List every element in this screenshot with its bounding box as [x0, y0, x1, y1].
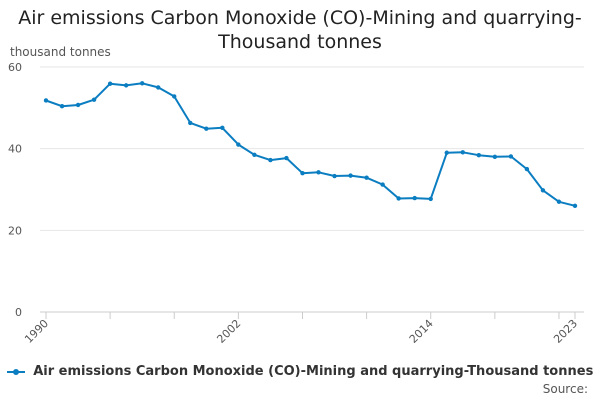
- data-point: [204, 126, 209, 131]
- data-point: [332, 173, 337, 179]
- data-point: [91, 97, 97, 102]
- data-point: [123, 83, 129, 88]
- data-point: [396, 196, 401, 201]
- data-point: [348, 173, 353, 178]
- data-point: [220, 125, 225, 131]
- data-point: [444, 150, 449, 155]
- data-point: [476, 153, 482, 158]
- data-point: [75, 102, 81, 108]
- data-point: [412, 195, 417, 201]
- data-point: [460, 150, 465, 155]
- data-point: [59, 104, 65, 109]
- data-point: [43, 98, 49, 103]
- data-point: [364, 175, 369, 180]
- y-unit-label: thousand tonnes: [10, 45, 111, 59]
- data-point: [139, 81, 145, 86]
- data-point: [428, 196, 433, 202]
- source-label[interactable]: Source:: [542, 382, 588, 396]
- y-tick-label: 60: [8, 61, 22, 74]
- data-point: [316, 170, 321, 175]
- data-point: [252, 152, 257, 157]
- x-tick-label: 2014: [407, 317, 436, 346]
- data-point: [284, 155, 289, 161]
- legend-swatch: [6, 368, 25, 375]
- data-point: [172, 94, 177, 99]
- legend[interactable]: Air emissions Carbon Monoxide (CO)-Minin…: [0, 364, 600, 379]
- data-point: [236, 142, 241, 147]
- legend-label: Air emissions Carbon Monoxide (CO)-Minin…: [33, 364, 594, 379]
- y-tick-label: 40: [8, 143, 22, 156]
- data-point: [524, 166, 530, 172]
- data-point: [300, 170, 305, 176]
- y-tick-label: 20: [8, 224, 22, 237]
- data-point: [572, 203, 578, 209]
- data-point: [268, 157, 273, 163]
- data-point: [380, 182, 385, 187]
- data-point: [492, 154, 498, 160]
- chart-title: Air emissions Carbon Monoxide (CO)-Minin…: [18, 7, 582, 53]
- data-point: [188, 120, 193, 126]
- data-point: [508, 154, 514, 159]
- data-point: [556, 199, 562, 204]
- x-tick-label: 2023: [551, 317, 580, 346]
- data-point: [156, 85, 161, 90]
- data-point: [540, 188, 546, 193]
- x-tick-label: 1990: [22, 317, 51, 346]
- data-point: [107, 81, 113, 86]
- y-tick-label: 0: [15, 306, 22, 319]
- series-line: [45, 82, 576, 207]
- x-tick-label: 2002: [214, 317, 243, 346]
